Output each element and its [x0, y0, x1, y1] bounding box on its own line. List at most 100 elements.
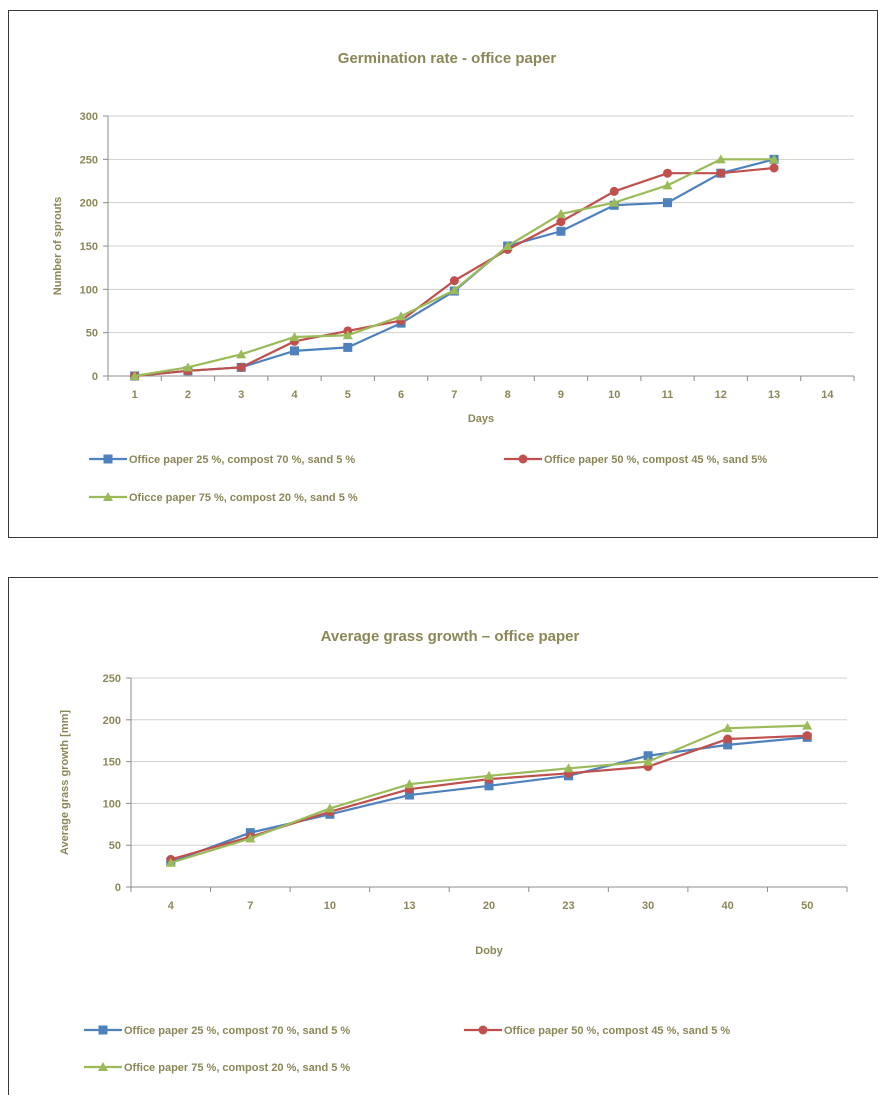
chart2-series-1-point [643, 751, 653, 761]
chart1-title: Germination rate - office paper [338, 50, 557, 67]
chart1-x-tick-label: 10 [608, 389, 620, 401]
chart2-legend-marker-3 [98, 1062, 108, 1071]
chart1-series-2-point [236, 362, 246, 372]
chart2-y-tick-label: 200 [103, 715, 121, 727]
chart1-series-1-point [556, 226, 566, 236]
chart2-series-1-point [404, 790, 414, 800]
chart1-series-2-line [134, 166, 775, 378]
chart1-x-tick-label: 4 [291, 389, 298, 401]
chart1-series-2-point [556, 217, 566, 227]
chart1-x-tick-label: 8 [505, 389, 511, 401]
chart1-y-tick-label: 300 [80, 111, 98, 123]
chart2-x-axis-label: Doby [475, 945, 503, 957]
germination-chart-svg: Germination rate - office paper 0 50 100 150… [52, 50, 855, 504]
chart1-series-3-point [182, 362, 193, 372]
chart2-series-1-point [484, 781, 494, 791]
chart1-legend-marker-3 [103, 492, 113, 501]
chart2-x-tick-label: 40 [722, 900, 734, 912]
chart1-x-tick-label: 14 [821, 389, 834, 401]
chart1-series-2-point [716, 168, 726, 178]
chart1-series-3-point [396, 311, 407, 321]
chart1-series-3-line [134, 158, 775, 378]
chart2-series-3-point [643, 756, 654, 766]
chart1-series-3-point [449, 285, 460, 295]
chart1-y-tick-label: 150 [80, 241, 98, 253]
chart1-series-1-point [343, 342, 353, 352]
chart2-legend-label-3: Office paper 75 %, compost 20 %, sand 5 … [124, 1062, 350, 1074]
chart1-x-tick-label: 11 [662, 389, 674, 401]
chart2-series-3-point [802, 720, 813, 730]
chart2-y-tick-label: 150 [103, 757, 121, 769]
chart1-series-2-point [609, 186, 619, 196]
grass-growth-chart-svg: Average grass growth – office paper 0 50 10… [59, 628, 848, 1074]
chart1-x-tick-label: 3 [238, 389, 244, 401]
chart1-x-tick-label: 5 [345, 389, 351, 401]
chart1-x-axis-label: Days [468, 413, 494, 425]
chart2-series-2-point [802, 731, 812, 741]
chart2-x-tick-label: 20 [483, 900, 495, 912]
chart2-legend-marker-2 [478, 1025, 488, 1035]
chart1-series-2-point [449, 276, 459, 286]
chart1-x-tick-label: 13 [768, 389, 780, 401]
chart1-series-3-point [236, 349, 247, 359]
chart2-y-tick-label: 250 [103, 673, 121, 685]
chart2-series-3-point [245, 833, 256, 843]
chart2-title: Average grass growth – office paper [321, 628, 580, 645]
grass-growth-chart: Average grass growth – office paper 0 50 10… [8, 577, 878, 1095]
chart1-x-tick-label: 7 [451, 389, 457, 401]
chart1-series-1-point [290, 346, 299, 356]
chart2-series-3-point [563, 763, 574, 773]
chart2-x-tick-label: 13 [403, 900, 415, 912]
chart2-x-tick-label: 4 [168, 900, 175, 912]
chart1-series-2-point [769, 163, 779, 173]
chart2-y-axis-label: Average grass growth [mm] [59, 710, 71, 855]
chart2-series-3-point [722, 723, 733, 733]
germination-chart: Germination rate - office paper 0 50 100 150… [8, 10, 878, 538]
chart1-legend-label-2: Office paper 50 %, compost 45 %, sand 5% [544, 454, 767, 466]
chart1-series-3-point [609, 197, 620, 207]
chart1-y-tick-label: 100 [80, 284, 98, 296]
chart1-series-3-point [129, 371, 140, 380]
chart1-legend-marker-2 [518, 454, 528, 464]
chart2-x-tick-label: 10 [324, 900, 336, 912]
chart2-series-3-point [484, 770, 494, 780]
chart1-series-3-point [502, 241, 513, 250]
chart1-y-tick-label: 50 [86, 328, 98, 340]
chart1-series-3-point [715, 154, 726, 164]
chart2-y-tick-label: 50 [109, 840, 121, 852]
chart2-series-3-point [165, 857, 176, 867]
chart2-y-tick-label: 0 [115, 882, 121, 894]
chart1-legend-label-3: Oficce paper 75 %, compost 20 %, sand 5 … [129, 492, 358, 504]
chart2-series-2-line [170, 734, 808, 861]
chart1-y-tick-label: 250 [80, 154, 98, 166]
chart1-series-3-point [769, 154, 780, 164]
chart2-legend-marker-1 [98, 1025, 108, 1035]
chart1-series-1-point [663, 198, 672, 208]
chart2-legend-label-1: Office paper 25 %, compost 70 %, sand 5 … [124, 1025, 350, 1037]
chart2-series-3-point [404, 779, 415, 789]
chart1-series-2-point [663, 168, 672, 178]
chart2-series-3-point [324, 803, 335, 813]
chart2-series-1-point [723, 740, 733, 750]
chart1-series-3-point [342, 330, 353, 340]
chart2-x-tick-label: 50 [801, 900, 813, 912]
chart1-series-3-point [555, 208, 566, 218]
chart1-y-tick-label: 0 [92, 371, 98, 383]
chart1-legend-marker-1 [103, 454, 113, 464]
chart2-legend-label-2: Office paper 50 %, compost 45 %, sand 5 … [504, 1025, 730, 1037]
chart1-x-tick-label: 9 [558, 389, 564, 401]
chart1-legend-label-1: Office paper 25 %, compost 70 %, sand 5 … [129, 454, 355, 466]
chart1-series-3-point [289, 332, 300, 341]
chart1-y-tick-label: 200 [80, 198, 98, 210]
chart2-series-1-line [170, 736, 808, 863]
chart1-x-tick-label: 1 [132, 389, 138, 401]
chart2-x-tick-label: 30 [642, 900, 654, 912]
chart1-x-tick-label: 2 [185, 389, 191, 401]
chart1-x-tick-label: 6 [398, 389, 404, 401]
chart2-y-tick-label: 100 [103, 798, 121, 810]
chart1-series-3-point [662, 180, 673, 190]
chart2-series-2-point [723, 734, 733, 744]
chart2-x-tick-label: 7 [247, 900, 253, 912]
chart1-series-1-line [134, 158, 775, 378]
chart2-x-tick-label: 23 [562, 900, 574, 912]
